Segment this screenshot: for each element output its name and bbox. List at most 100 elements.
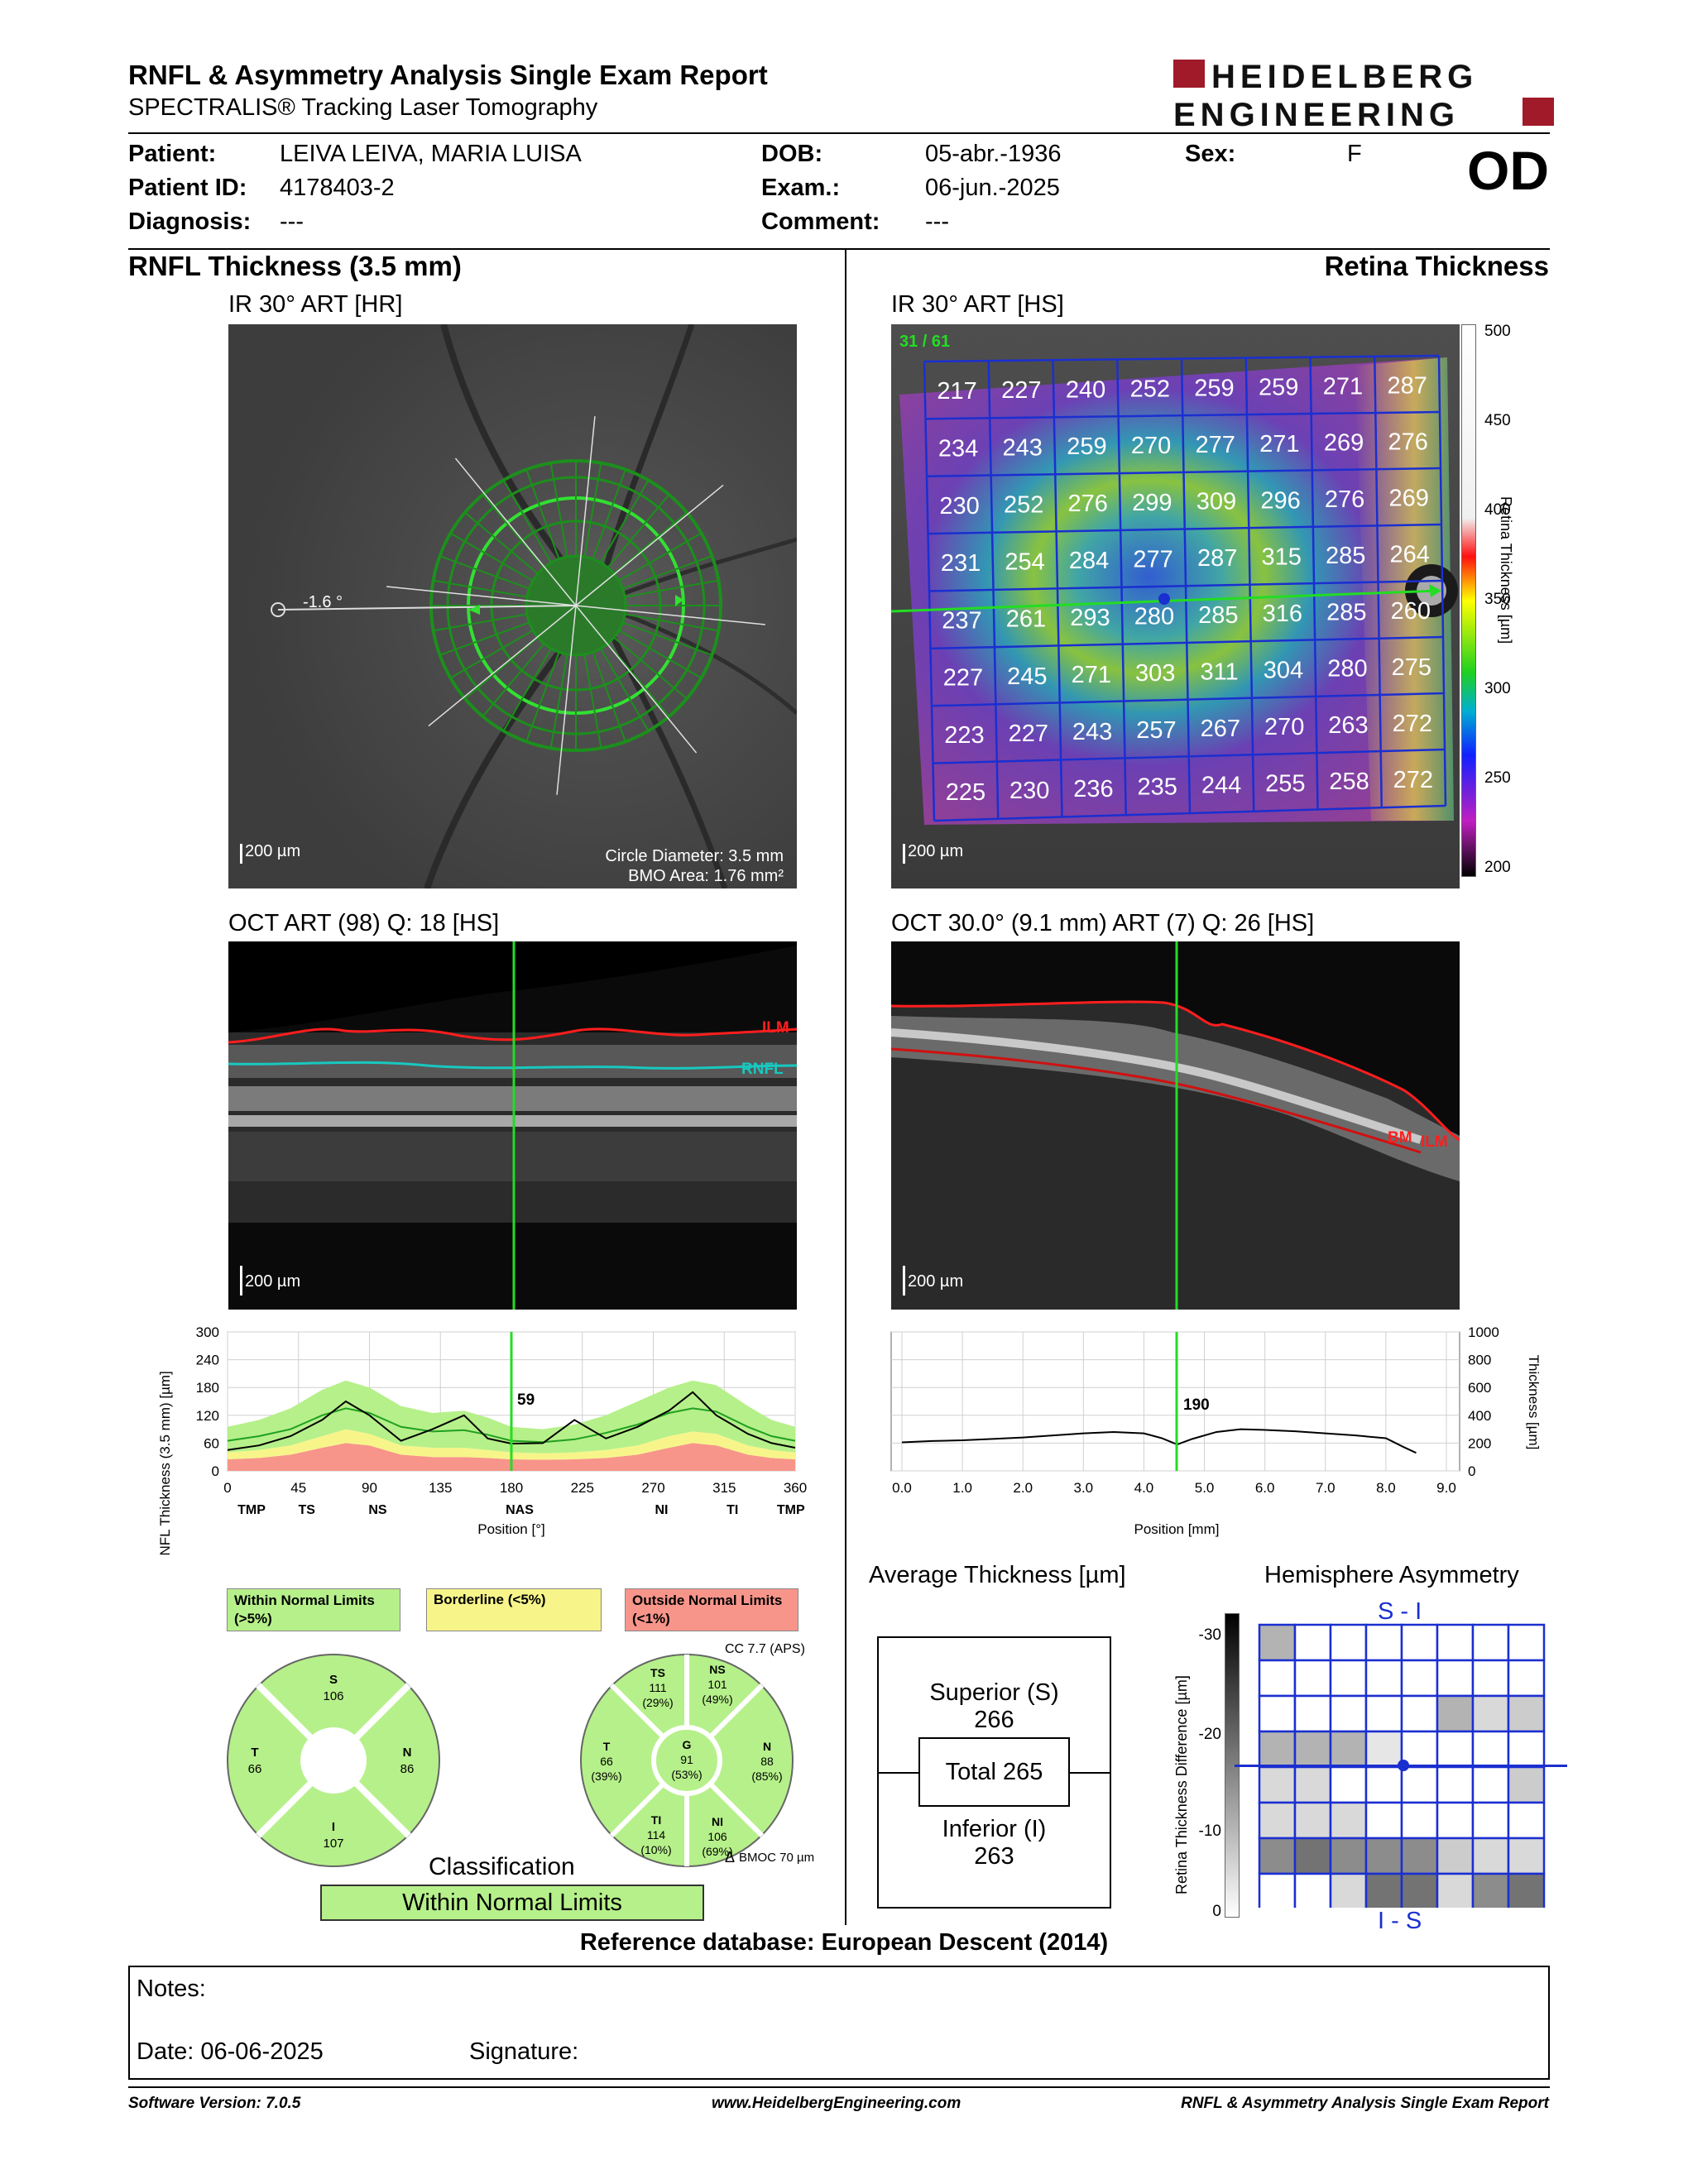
- retina-ytick: 1000: [1468, 1324, 1499, 1340]
- retina-xtick: 0.0: [892, 1480, 912, 1496]
- retina-grid-cell: 255: [1265, 770, 1305, 797]
- retina-grid-cell: 309: [1196, 489, 1236, 515]
- colorbar-tick: 450: [1484, 412, 1511, 429]
- asym-ticks: -30 -20 -10 0: [1192, 1613, 1225, 1920]
- exam-value: 06-jun.-2025: [925, 175, 1060, 201]
- rnfl-ir-caption: IR 30° ART [HR]: [228, 291, 403, 318]
- rnfl-xtick: 135: [429, 1480, 452, 1496]
- retina-grid-cell: 275: [1392, 654, 1431, 681]
- signature-label: Signature:: [469, 2038, 579, 2065]
- quad-s-value: 106: [323, 1689, 343, 1703]
- asym-cell: [1471, 1801, 1510, 1840]
- asym-cell: [1436, 1872, 1475, 1911]
- colorbar-tick: 300: [1484, 680, 1511, 697]
- asym-cell: [1471, 1765, 1510, 1804]
- asym-cell: [1436, 1623, 1475, 1662]
- asym-cell: [1507, 1837, 1546, 1875]
- diagnosis-value: ---: [280, 208, 304, 235]
- asym-cell: [1400, 1837, 1439, 1875]
- svg-text:111: 111: [649, 1681, 666, 1694]
- retina-grid-hline: [930, 635, 1444, 650]
- asym-cell: [1258, 1694, 1297, 1733]
- asym-cell: [1436, 1694, 1475, 1733]
- legend-onl: Outside Normal Limits (<1%): [625, 1588, 798, 1631]
- svg-text:(85%): (85%): [751, 1770, 782, 1783]
- svg-text:NS: NS: [709, 1663, 725, 1676]
- delta-icon: Δ: [725, 1849, 736, 1866]
- quad-i-value: 107: [323, 1837, 343, 1851]
- colorbar-label-wrap: Retina Thickness [µm]: [1489, 496, 1514, 644]
- asym-cell: [1293, 1837, 1332, 1875]
- asym-cell: [1364, 1659, 1403, 1698]
- retina-oct-scale-bar: [903, 1266, 905, 1296]
- retina-grid-hline: [928, 579, 1443, 592]
- asym-cell: [1400, 1765, 1439, 1804]
- thickness-colorbar: [1461, 324, 1476, 877]
- sex-value: F: [1347, 141, 1362, 167]
- asym-cell: [1329, 1837, 1368, 1875]
- asym-ylabel: Retina Thickness Difference [µm]: [1173, 1675, 1190, 1894]
- rnfl-sector-label: TMP: [777, 1503, 805, 1517]
- rnfl-ytick: 300: [196, 1324, 219, 1340]
- retina-grid-cell: 272: [1393, 711, 1432, 737]
- retina-oct-caption: OCT 30.0° (9.1 mm) ART (7) Q: 26 [HS]: [891, 910, 1315, 936]
- eye-od: OD: [1467, 140, 1549, 201]
- asym-cell: [1400, 1694, 1439, 1733]
- retina-grid-cell: 285: [1326, 599, 1366, 625]
- colorbar-tick: 500: [1484, 323, 1511, 340]
- retina-grid-cell: 280: [1134, 603, 1174, 630]
- svg-text:(39%): (39%): [591, 1770, 621, 1783]
- asym-cell: [1258, 1730, 1297, 1769]
- asym-cell: [1436, 1801, 1475, 1840]
- rnfl-plot: RNFL Thickness (3.5 mm) [µm] 59 300 240 18…: [153, 1324, 815, 1566]
- report-subtitle: SPECTRALIS® Tracking Laser Tomography: [128, 94, 598, 121]
- asym-cell: [1507, 1872, 1546, 1911]
- retina-grid-cell: 284: [1069, 548, 1109, 574]
- svg-text:(53%): (53%): [671, 1768, 702, 1781]
- asym-cell: [1329, 1623, 1368, 1662]
- asym-cell: [1258, 1837, 1297, 1875]
- colorbar-label: Retina Thickness [µm]: [1498, 496, 1514, 644]
- retina-grid-cell: 271: [1323, 373, 1363, 400]
- svg-text:I: I: [332, 1820, 335, 1834]
- svg-text:TS: TS: [650, 1666, 665, 1679]
- asym-cell: [1364, 1623, 1403, 1662]
- website[interactable]: www.HeidelbergEngineering.com: [712, 2095, 961, 2112]
- retina-scale-bar: [903, 844, 905, 864]
- retina-grid-vline: [1374, 356, 1383, 808]
- rnfl-sector-label: NS: [368, 1503, 387, 1517]
- retina-grid-cell: 227: [1001, 377, 1041, 404]
- rnfl-sector-chart: TS 111 (29%) NS 101 (49%) T 66 (39%) G 9…: [577, 1650, 797, 1870]
- asym-cell: [1507, 1623, 1546, 1662]
- retina-grid-cell: 263: [1328, 712, 1368, 739]
- diagnosis-label: Diagnosis:: [128, 208, 252, 235]
- footer-report-name: RNFL & Asymmetry Analysis Single Exam Re…: [1181, 2095, 1549, 2112]
- retina-grid-cell: 240: [1066, 376, 1105, 403]
- rnfl-sector-label: TMP: [237, 1503, 266, 1517]
- asym-cell: [1471, 1730, 1510, 1769]
- retina-xtick: 9.0: [1436, 1480, 1456, 1496]
- retina-grid-cell: 316: [1263, 601, 1302, 627]
- asym-cell: [1436, 1765, 1475, 1804]
- asym-tick: -10: [1198, 1822, 1221, 1840]
- retina-grid-cell: 304: [1264, 658, 1303, 684]
- legend-wnl: Within Normal Limits (>5%): [227, 1588, 400, 1631]
- retina-grid-cell: 299: [1132, 490, 1172, 516]
- notes-box[interactable]: Notes: Date: 06-06-2025 Signature:: [128, 1966, 1550, 2080]
- retina-grid-cell: 243: [1003, 434, 1043, 461]
- patient-id: 4178403-2: [280, 175, 395, 201]
- date-label: Date: 06-06-2025: [137, 2038, 324, 2065]
- bmo-area: BMO Area: 1.76 mm²: [628, 867, 784, 885]
- rnfl-oct-caption: OCT ART (98) Q: 18 [HS]: [228, 910, 500, 936]
- asym-cell: [1507, 1694, 1546, 1733]
- retina-grid-cell: 243: [1072, 719, 1112, 745]
- retina-grid-cell: 259: [1259, 374, 1298, 400]
- retina-grid-cell: 269: [1324, 430, 1364, 457]
- retina-grid-cell: 217: [937, 378, 976, 405]
- retina-grid-cell: 252: [1004, 491, 1043, 518]
- rnfl-ytick: 180: [196, 1380, 219, 1396]
- asym-cell: [1364, 1730, 1403, 1769]
- asym-cell: [1364, 1872, 1403, 1911]
- asym-cell: [1471, 1659, 1510, 1698]
- retina-grid-cell: 280: [1327, 656, 1367, 682]
